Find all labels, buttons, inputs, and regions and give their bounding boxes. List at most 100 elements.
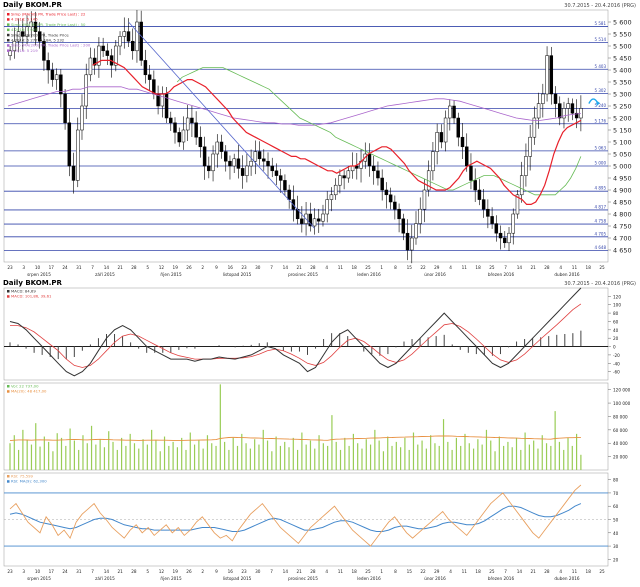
rsi-xtick-label: 11: [462, 569, 468, 574]
candle-body: [312, 218, 317, 227]
candle-body: [376, 170, 380, 179]
candle-body: [574, 112, 579, 119]
rsi-xtick-label: 23: [241, 569, 247, 574]
volume-legend-entry: Vol: 22 737,00: [11, 384, 39, 389]
candle-body: [452, 105, 456, 119]
price-xtick-label: 15: [407, 265, 413, 270]
candle-body: [249, 160, 253, 167]
rsi-xtick-label: 25: [599, 569, 605, 574]
price-level-label: 4 648: [595, 245, 607, 250]
price-month-label: leden 2016: [357, 272, 381, 277]
rsi-legend-entry: RSI: MA(9): 62,300: [11, 479, 47, 484]
price-xtick-label: 14: [283, 265, 289, 270]
candle-body: [456, 117, 461, 138]
price-legend-entry: 4.2016: 5 219: [11, 48, 38, 53]
rsi-ytick-label: 30: [613, 544, 619, 549]
candle-body: [130, 40, 135, 52]
candle-body: [25, 26, 29, 37]
candle-body: [308, 213, 313, 227]
top-title: Daily BKOM.PR: [3, 1, 62, 9]
price-xtick-label: 22: [420, 265, 426, 270]
candle-body: [342, 175, 346, 179]
rsi-xtick-label: 11: [338, 569, 344, 574]
price-xtick-label: 21: [117, 265, 123, 270]
candle-body: [397, 208, 401, 220]
price-legend-swatch: [7, 13, 10, 16]
macd-legend-swatch: [7, 295, 10, 298]
candle-body: [207, 165, 211, 172]
rsi-xtick-label: 7: [270, 569, 273, 574]
price-ytick-label: 5 350: [613, 79, 632, 87]
candle-body: [266, 160, 270, 167]
price-month-label: září 2015: [95, 272, 115, 277]
candle-body: [143, 60, 148, 76]
candle-body: [536, 103, 541, 119]
rsi-xtick-label: 16: [228, 569, 234, 574]
price-xtick-label: 14: [104, 265, 110, 270]
annotation-arrowhead: [595, 100, 600, 106]
candle-body: [12, 40, 17, 52]
macd-line: [9, 287, 582, 377]
candle-body: [545, 55, 549, 95]
rsi-xtick-label: 21: [296, 569, 302, 574]
macd-ytick-label: 80: [613, 311, 619, 316]
price-legend-swatch: [7, 23, 10, 26]
candle-body: [215, 141, 220, 155]
rsi-xtick-label: 14: [283, 569, 289, 574]
candle-body: [317, 218, 321, 222]
price-ytick-label: 5 300: [613, 91, 632, 99]
price-legend-entry: 4.2016: 5 277, 5 184, 5 232: [11, 38, 65, 43]
price-month-label: listopad 2015: [223, 272, 252, 277]
price-xtick-label: 16: [228, 265, 234, 270]
price-ytick-label: 5 500: [613, 43, 632, 51]
candle-body: [37, 31, 42, 42]
rsi-ytick-label: 70: [613, 491, 619, 496]
price-xtick-label: 4: [325, 265, 328, 270]
rsi-xtick-label: 25: [365, 569, 371, 574]
price-legend-swatch: [7, 44, 10, 47]
bottom-date: 30.7.2015 - 20.4.2016 (PRG): [564, 281, 636, 287]
candle-body: [443, 117, 448, 143]
candle-body: [503, 237, 507, 244]
price-ytick-label: 4 900: [613, 187, 632, 195]
price-xtick-label: 28: [544, 265, 550, 270]
candle-body: [198, 136, 203, 148]
candle-body: [498, 232, 503, 239]
price-ytick-label: 4 850: [613, 199, 632, 207]
price-legend-entry: Simp (MA(50) PR, Trade Price Last) : 22: [11, 12, 86, 17]
price-ytick-label: 4 700: [613, 235, 632, 243]
price-xtick-label: 18: [586, 265, 592, 270]
candle-body: [422, 189, 427, 210]
candle-body: [46, 60, 50, 71]
candle-body: [181, 129, 186, 143]
rsi-ytick-label: 50: [613, 518, 619, 523]
rsi-xtick-label: 7: [91, 569, 94, 574]
rsi-xtick-label: 18: [475, 569, 481, 574]
price-xtick-label: 26: [186, 265, 192, 270]
candle-body: [97, 45, 101, 66]
price-level-label: 5 581: [595, 21, 607, 26]
price-legend-swatch: [7, 28, 10, 32]
candle-body: [139, 21, 143, 61]
candle-body: [63, 93, 67, 124]
candle-body: [177, 132, 181, 143]
rsi-month-label: duben 2016: [554, 576, 580, 581]
price-xtick-label: 18: [475, 265, 481, 270]
price-level-label: 5 240: [595, 103, 607, 108]
candle-body: [173, 122, 177, 133]
candle-body: [435, 132, 439, 152]
price-xtick-label: 28: [310, 265, 316, 270]
price-xtick-label: 24: [62, 265, 68, 270]
price-xtick-label: 23: [241, 265, 247, 270]
price-xtick-label: 29: [434, 265, 440, 270]
price-level-label: 5 514: [595, 37, 607, 42]
price-ytick-label: 5 100: [613, 139, 632, 147]
candle-body: [524, 156, 528, 176]
rsi-xtick-label: 26: [186, 569, 192, 574]
volume-ytick-label: 80 000: [613, 414, 628, 419]
price-xtick-label: 30: [255, 265, 261, 270]
rsi-ytick-label: 80: [613, 478, 619, 483]
rsi-ma-line: [9, 503, 582, 532]
price-xtick-label: 28: [131, 265, 137, 270]
